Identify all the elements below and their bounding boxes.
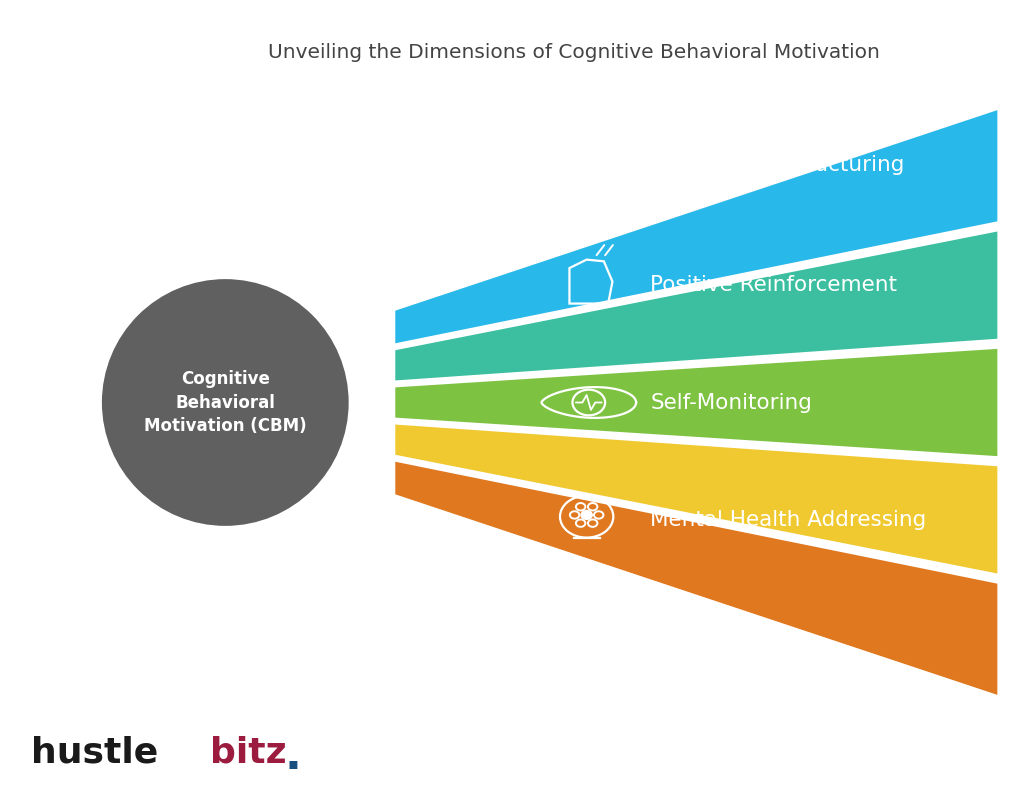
Polygon shape — [394, 423, 998, 575]
Ellipse shape — [100, 278, 350, 527]
Text: Positive Reinforcement: Positive Reinforcement — [650, 275, 897, 295]
Polygon shape — [394, 348, 998, 457]
Circle shape — [581, 510, 592, 519]
Text: bitz: bitz — [210, 736, 287, 770]
Polygon shape — [394, 230, 998, 382]
Text: Cognitive Restructuring: Cognitive Restructuring — [650, 155, 904, 175]
Text: Unveiling the Dimensions of Cognitive Behavioral Motivation: Unveiling the Dimensions of Cognitive Be… — [267, 43, 880, 62]
Text: hustle: hustle — [31, 736, 158, 770]
Polygon shape — [394, 109, 998, 345]
Text: Self-Monitoring: Self-Monitoring — [650, 393, 812, 412]
Text: Mental Health Addressing: Mental Health Addressing — [650, 510, 927, 530]
Text: Cognitive
Behavioral
Motivation (CBM): Cognitive Behavioral Motivation (CBM) — [144, 370, 306, 435]
Polygon shape — [394, 460, 998, 696]
Text: .: . — [285, 735, 301, 778]
Text: Adaptability: Adaptability — [650, 630, 779, 650]
